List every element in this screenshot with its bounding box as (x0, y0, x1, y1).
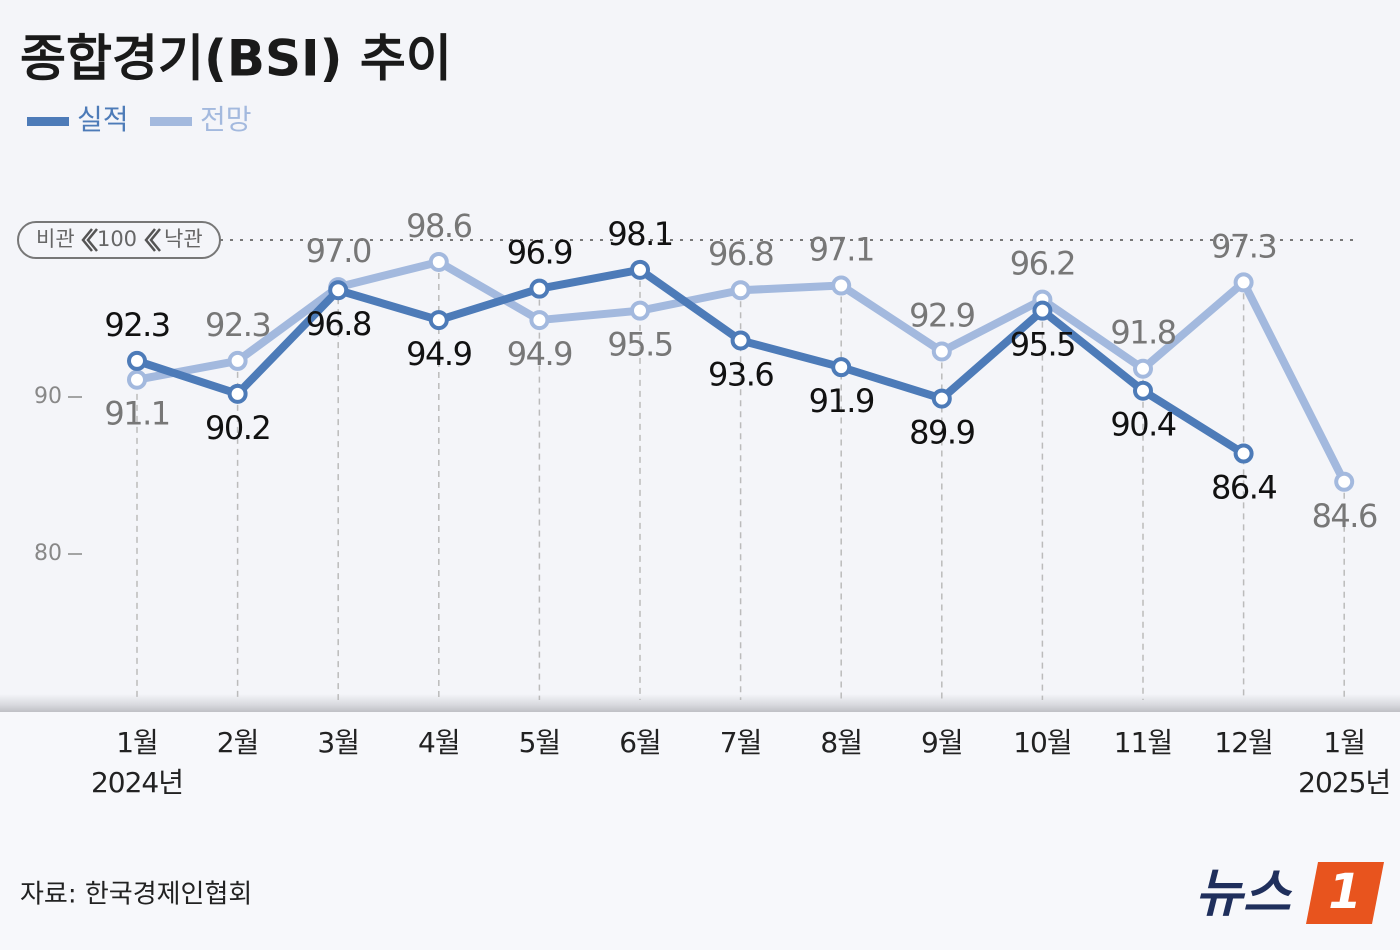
value-label: 84.6 (1312, 497, 1377, 535)
reference-box (17, 221, 221, 259)
data-point (529, 278, 550, 299)
value-label: 91.9 (809, 382, 874, 420)
data-point (931, 341, 952, 362)
value-label: 96.2 (1010, 245, 1075, 283)
value-label: 97.1 (809, 231, 874, 269)
legend-label: 실적 (77, 103, 129, 136)
x-tick-label: 1월 2025년 (1298, 726, 1390, 799)
value-label: 92.3 (104, 306, 169, 344)
reference-right: 낙관 (164, 227, 203, 251)
data-point (1032, 300, 1053, 321)
value-label: 98.1 (607, 215, 672, 253)
data-point (127, 350, 147, 371)
data-point (831, 275, 852, 296)
x-tick-label: 7월 (720, 726, 762, 759)
chart-title: 종합경기(BSI) 추이 (20, 30, 452, 88)
legend-swatch (150, 117, 192, 126)
data-point (1334, 471, 1355, 492)
value-label: 86.4 (1211, 469, 1276, 507)
logo-mark: 1 (1328, 864, 1361, 920)
data-point (730, 330, 751, 351)
value-label: 90.2 (205, 409, 270, 447)
data-point (328, 280, 349, 301)
value-label: 94.9 (406, 335, 471, 373)
x-tick-label: 10월 (1013, 726, 1071, 759)
value-label: 93.6 (708, 355, 773, 393)
series-line (135, 265, 1246, 457)
value-label: 92.3 (205, 306, 270, 344)
data-point (931, 388, 952, 409)
value-label: 95.5 (1010, 326, 1075, 364)
value-label: 95.5 (607, 326, 672, 364)
data-point (1233, 272, 1254, 293)
axis-strip (0, 694, 1400, 712)
y-tick-label: 80 (34, 541, 62, 566)
data-point (1233, 443, 1254, 464)
x-tick-label: 9월 (921, 726, 963, 759)
data-point (630, 300, 650, 321)
value-label: 97.3 (1211, 227, 1276, 265)
x-tick-label: 2월 (217, 726, 259, 759)
x-tick-label: 11월 (1114, 726, 1172, 759)
data-point (1133, 380, 1153, 401)
footer-bg (0, 712, 1400, 950)
x-tick-label: 4월 (418, 726, 460, 759)
data-point (127, 369, 147, 390)
chevron (81, 228, 98, 252)
y-tick-label: 90 (34, 384, 62, 409)
data-point (227, 350, 248, 371)
value-label: 90.4 (1110, 406, 1175, 444)
reference-value: 100 (97, 227, 137, 251)
legend-swatch (27, 117, 69, 126)
x-tick-label: 5월 (519, 726, 561, 759)
logo-box (1306, 862, 1384, 924)
value-label: 97.0 (306, 232, 371, 270)
legend-label: 전망 (200, 103, 252, 136)
data-point (730, 280, 751, 301)
value-label: 91.1 (104, 395, 169, 433)
reference-left: 비관 (36, 227, 75, 251)
value-label: 96.9 (507, 234, 572, 272)
value-label: 96.8 (708, 235, 773, 273)
data-point (428, 310, 449, 331)
value-label: 92.9 (909, 296, 974, 334)
x-tick-label: 6월 (619, 726, 661, 759)
data-point (831, 357, 852, 378)
data-point (428, 251, 449, 272)
x-tick-label: 1월 2024년 (91, 726, 183, 799)
x-tick-label: 12월 (1214, 726, 1272, 759)
value-label: 98.6 (406, 207, 471, 245)
x-tick-label: 3월 (317, 726, 359, 759)
value-label: 96.8 (306, 305, 371, 343)
value-label: 91.8 (1110, 314, 1175, 352)
data-point (1133, 358, 1153, 379)
legend: 실적 전망 (27, 103, 252, 136)
data-point (630, 259, 650, 280)
chevron (144, 228, 161, 252)
logo-text: 뉴스 (1195, 864, 1293, 924)
value-label: 94.9 (507, 335, 572, 373)
source: 자료: 한국경제인협회 (20, 880, 252, 910)
x-tick-label: 8월 (820, 726, 862, 759)
data-point (529, 310, 550, 331)
value-label: 89.9 (909, 414, 974, 452)
data-point (227, 383, 248, 404)
